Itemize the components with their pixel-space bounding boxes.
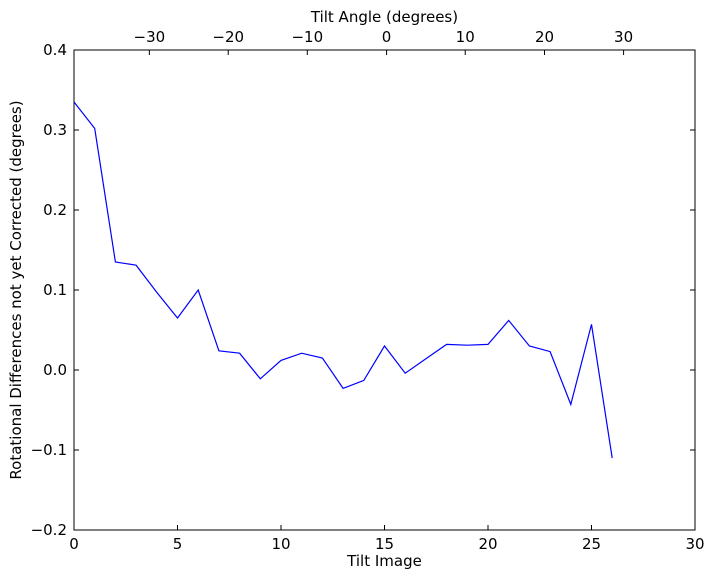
y-tick-label: 0.3: [43, 121, 67, 139]
top-x-tick-label: −10: [291, 28, 323, 46]
y-axis-label: Rotational Differences not yet Corrected…: [7, 100, 25, 479]
top-x-tick-label: −30: [134, 28, 166, 46]
x-axis-label: Tilt Image: [346, 552, 422, 570]
y-tick-label: −0.2: [31, 521, 67, 539]
y-tick-label: 0.1: [43, 281, 67, 299]
data-lines: [73, 101, 613, 459]
series-line-0: [73, 101, 613, 459]
top-x-tick-label: 30: [614, 28, 633, 46]
x-tick-label: 20: [478, 535, 497, 553]
x-tick-label: 30: [685, 535, 704, 553]
x-tick-label: 0: [69, 535, 79, 553]
x-tick-label: 10: [271, 535, 290, 553]
tick-marks: [73, 49, 696, 531]
top-x-axis-label: Tilt Angle (degrees): [310, 8, 458, 26]
x-tick-label: 15: [375, 535, 394, 553]
x-tick-label: 5: [173, 535, 183, 553]
tick-labels: 0 5 10 15 20 25 30 −0.2 −0.1 0.0 0.1 0.2 0.3 0.4 −30 −2…: [31, 28, 705, 553]
top-x-tick-label: −20: [212, 28, 244, 46]
top-x-tick-label: 0: [382, 28, 392, 46]
y-tick-label: 0.4: [43, 41, 67, 59]
top-x-tick-label: 10: [456, 28, 475, 46]
y-tick-label: 0.0: [43, 361, 67, 379]
top-x-tick-label: 20: [535, 28, 554, 46]
y-tick-label: −0.1: [31, 441, 67, 459]
y-tick-label: 0.2: [43, 201, 67, 219]
x-tick-label: 25: [582, 535, 601, 553]
plot-area: [73, 49, 696, 531]
